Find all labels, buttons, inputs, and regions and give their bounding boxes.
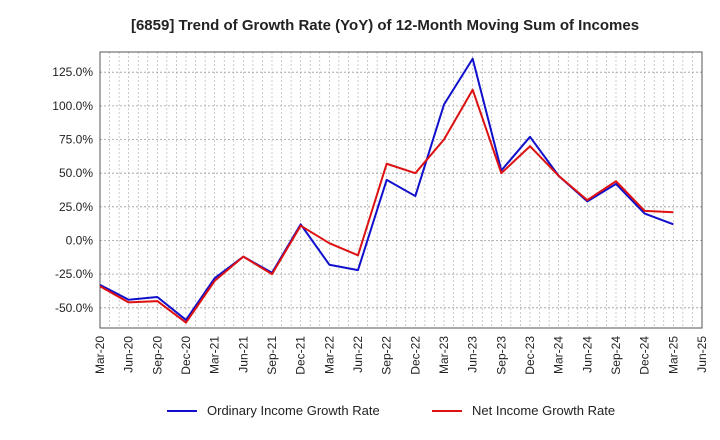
y-tick-label: 25.0% (59, 200, 93, 214)
y-tick-label: 50.0% (59, 166, 93, 180)
series-line (99, 88, 674, 324)
x-tick-label: Mar-25 (666, 336, 680, 374)
x-tick-label: Jun-23 (466, 336, 480, 373)
y-tick-label: 125.0% (52, 65, 93, 79)
x-tick-label: Mar-20 (93, 336, 107, 374)
x-tick-label: Jun-20 (122, 336, 136, 373)
x-tick-label: Dec-22 (408, 336, 422, 375)
y-axis: 125.0% 100.0% 75.0% 50.0% 25.0% 0.0% -25.0% -50… (52, 65, 93, 315)
legend-label: Ordinary Income Growth Rate (207, 403, 380, 418)
x-tick-label: Dec-23 (523, 336, 537, 375)
x-tick-label: Mar-21 (208, 336, 222, 374)
x-tick-label: Sep-23 (494, 336, 508, 375)
y-tick-label: 0.0% (66, 233, 94, 247)
x-tick-label: Mar-24 (552, 336, 566, 374)
x-tick-label: Dec-20 (179, 336, 193, 375)
y-tick-label: 100.0% (52, 99, 93, 113)
chart-title: [6859] Trend of Growth Rate (YoY) of 12-… (131, 17, 639, 34)
x-axis: Mar-20 Jun-20 Sep-20 Dec-20 Mar-21 Jun-21 Sep-… (93, 336, 709, 375)
plot-area (99, 51, 703, 329)
y-tick-label: -50.0% (55, 301, 93, 315)
x-tick-label: Sep-22 (380, 336, 394, 375)
x-tick-label: Dec-21 (294, 336, 308, 375)
x-tick-label: Sep-21 (265, 336, 279, 375)
x-tick-label: Jun-22 (351, 336, 365, 373)
series-lines (99, 57, 674, 324)
y-tick-label: -25.0% (55, 267, 93, 281)
x-tick-label: Dec-24 (638, 336, 652, 375)
grid (99, 52, 703, 328)
x-tick-label: Jun-21 (236, 336, 250, 373)
x-tick-label: Jun-25 (695, 336, 709, 373)
x-tick-label: Sep-24 (609, 336, 623, 375)
x-tick-label: Jun-24 (580, 336, 594, 373)
legend: Ordinary Income Growth Rate Net Income Gr… (167, 403, 615, 418)
y-tick-label: 75.0% (59, 133, 93, 147)
x-tick-label: Mar-23 (437, 336, 451, 374)
legend-label: Net Income Growth Rate (472, 403, 615, 418)
x-tick-label: Mar-22 (322, 336, 336, 374)
x-tick-label: Sep-20 (150, 336, 164, 375)
